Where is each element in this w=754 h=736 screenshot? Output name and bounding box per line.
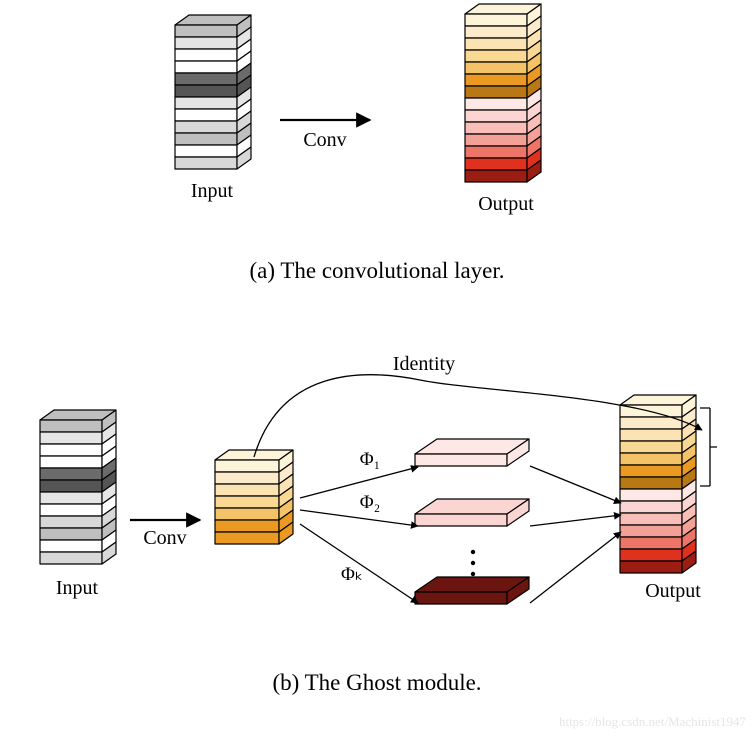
ellipsis-dot	[471, 550, 475, 554]
phi1-slab	[415, 439, 529, 466]
phi2-slab	[415, 499, 529, 526]
phik-slab	[415, 577, 529, 604]
input-label-b: Input	[56, 577, 99, 599]
conv-label-b: Conv	[143, 527, 186, 549]
identity-label: Identity	[393, 353, 455, 375]
output-label-b: Output	[645, 580, 701, 602]
input-stack-b	[40, 410, 116, 564]
caption-b: (b) The Ghost module.	[272, 670, 481, 695]
output-stack-a	[465, 4, 541, 182]
panel-a	[175, 4, 541, 182]
watermark: https://blog.csdn.net/Machinist1947	[559, 714, 747, 729]
phi2-label: Φ₂	[360, 492, 381, 513]
ellipsis-dot	[471, 561, 475, 565]
input-stack-a	[175, 15, 251, 169]
panel-b	[40, 375, 717, 604]
identity-bracket	[700, 408, 717, 486]
conv-label-a: Conv	[303, 129, 346, 151]
ellipsis-dot	[471, 572, 475, 576]
input-label-a: Input	[191, 180, 234, 202]
phi1-label: Φ₁	[360, 449, 381, 470]
output-label-a: Output	[478, 193, 534, 215]
intrinsic-stack	[215, 450, 293, 544]
caption-a: (a) The convolutional layer.	[249, 258, 504, 283]
phik-label: Φₖ	[341, 564, 363, 585]
